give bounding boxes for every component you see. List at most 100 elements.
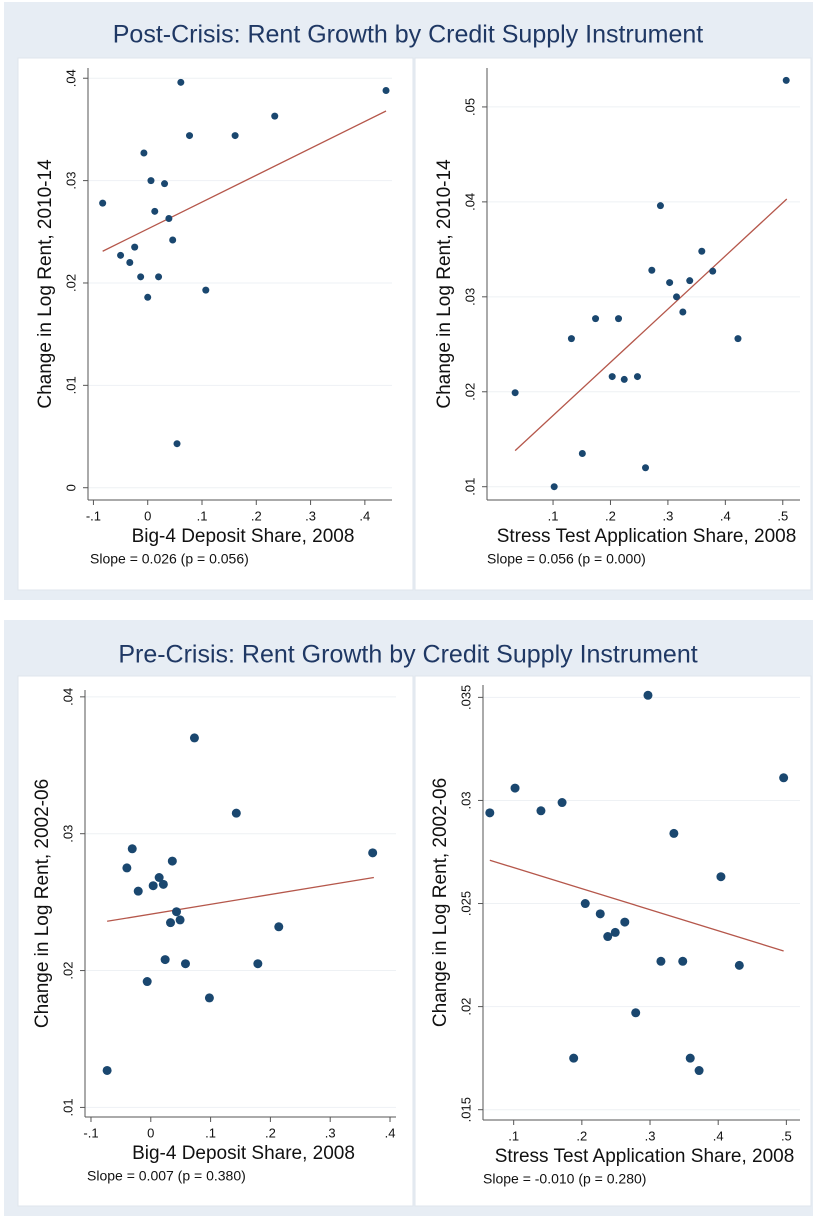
x-tick-label: .3	[645, 1128, 656, 1143]
scatter-point	[550, 483, 558, 491]
scatter-point	[175, 915, 185, 925]
scatter-point	[603, 932, 613, 942]
scatter-point	[151, 207, 159, 215]
scatter-point	[536, 806, 546, 816]
scatter-point	[716, 872, 726, 882]
scatter-point	[137, 273, 145, 281]
scatter-point	[253, 959, 263, 969]
scatter-point	[510, 783, 520, 793]
slope-annotation: Slope = 0.056 (p = 0.000)	[487, 551, 646, 567]
scatter-point	[595, 909, 605, 919]
y-tick-label: .02	[462, 383, 477, 401]
y-tick-label: .04	[63, 69, 78, 87]
scatter-point	[131, 243, 139, 251]
scatter-point	[511, 389, 519, 397]
y-tick-label: .01	[60, 1098, 75, 1116]
scatter-point	[669, 828, 679, 838]
scatter-point	[608, 373, 616, 381]
scatter-point	[102, 1065, 112, 1075]
x-tick-label: .2	[251, 508, 262, 523]
x-axis-label: Big-4 Deposit Share, 2008	[132, 526, 355, 547]
scatter-point	[180, 959, 190, 969]
scatter-point	[631, 1008, 641, 1018]
y-tick-label: 0	[63, 484, 78, 491]
y-tick-label: .02	[458, 998, 473, 1016]
scatter-point	[231, 132, 239, 140]
y-tick-label: .01	[462, 478, 477, 496]
scatter-point	[679, 308, 687, 316]
x-tick-label: .2	[605, 508, 616, 523]
figure-title: Post-Crisis: Rent Growth by Credit Suppl…	[113, 21, 704, 49]
y-tick-label: .01	[63, 376, 78, 394]
y-tick-label: .035	[458, 685, 473, 710]
slope-annotation: Slope = 0.026 (p = 0.056)	[90, 551, 249, 567]
y-tick-label: .05	[462, 98, 477, 116]
scatter-point	[160, 955, 170, 965]
scatter-point	[127, 844, 137, 854]
scatter-point	[186, 132, 194, 140]
scatter-point	[165, 214, 173, 222]
scatter-point	[231, 808, 241, 818]
scatter-point	[656, 956, 666, 966]
panel-background	[17, 57, 414, 591]
scatter-point	[382, 87, 390, 95]
scatter-point	[173, 440, 181, 448]
scatter-point	[140, 149, 148, 157]
x-tick-label: .4	[720, 508, 731, 523]
scatter-point	[204, 993, 214, 1003]
scatter-point	[126, 259, 134, 267]
x-tick-label: .2	[576, 1128, 587, 1143]
scatter-point	[133, 886, 143, 896]
scatter-point	[189, 733, 199, 743]
x-tick-label: .1	[508, 1128, 519, 1143]
scatter-point	[610, 927, 620, 937]
scatter-point	[274, 922, 284, 932]
scatter-point	[155, 273, 163, 281]
scatter-point	[643, 690, 653, 700]
scatter-point	[202, 286, 210, 294]
scatter-point	[271, 112, 279, 120]
scatter-point	[633, 373, 641, 381]
y-tick-label: .04	[60, 688, 75, 706]
y-axis-label: Change in Log Rent, 2010-14	[35, 159, 56, 409]
scatter-point	[177, 78, 185, 86]
y-tick-label: .015	[458, 1097, 473, 1122]
y-tick-label: .03	[462, 288, 477, 306]
scatter-point	[592, 315, 600, 323]
x-tick-label: 0	[144, 508, 151, 523]
scatter-point	[161, 180, 169, 188]
scatter-point	[686, 277, 694, 285]
y-tick-label: .03	[458, 791, 473, 809]
x-tick-label: .5	[777, 508, 788, 523]
slope-annotation: Slope = 0.007 (p = 0.380)	[87, 1168, 246, 1184]
scatter-point	[734, 960, 744, 970]
x-tick-label: .1	[548, 508, 559, 523]
scatter-point	[172, 907, 182, 917]
scatter-point	[615, 315, 623, 323]
scatter-point	[142, 977, 152, 987]
scatter-point	[666, 279, 674, 287]
y-axis-label: Change in Log Rent, 2002-06	[430, 778, 451, 1027]
x-tick-label: .1	[205, 1125, 216, 1140]
scatter-point	[154, 872, 164, 882]
scatter-point	[642, 464, 650, 472]
x-tick-label: .4	[385, 1125, 396, 1140]
x-tick-label: -.1	[86, 508, 101, 523]
fit-line	[514, 198, 788, 452]
scatter-point	[167, 856, 177, 866]
panel-background	[414, 57, 812, 591]
x-axis-label: Big-4 Deposit Share, 2008	[132, 1143, 355, 1164]
scatter-point	[620, 917, 630, 927]
x-tick-label: -.1	[83, 1125, 98, 1140]
x-tick-label: .3	[662, 508, 673, 523]
x-tick-label: .5	[781, 1128, 792, 1143]
scatter-point	[144, 293, 152, 301]
x-tick-label: 0	[147, 1125, 154, 1140]
scatter-point	[580, 899, 590, 909]
scatter-point	[567, 335, 575, 343]
y-tick-label: .03	[63, 172, 78, 190]
x-axis-label: Stress Test Application Share, 2008	[495, 1146, 795, 1167]
x-tick-label: .2	[265, 1125, 276, 1140]
scatter-point	[578, 449, 586, 457]
